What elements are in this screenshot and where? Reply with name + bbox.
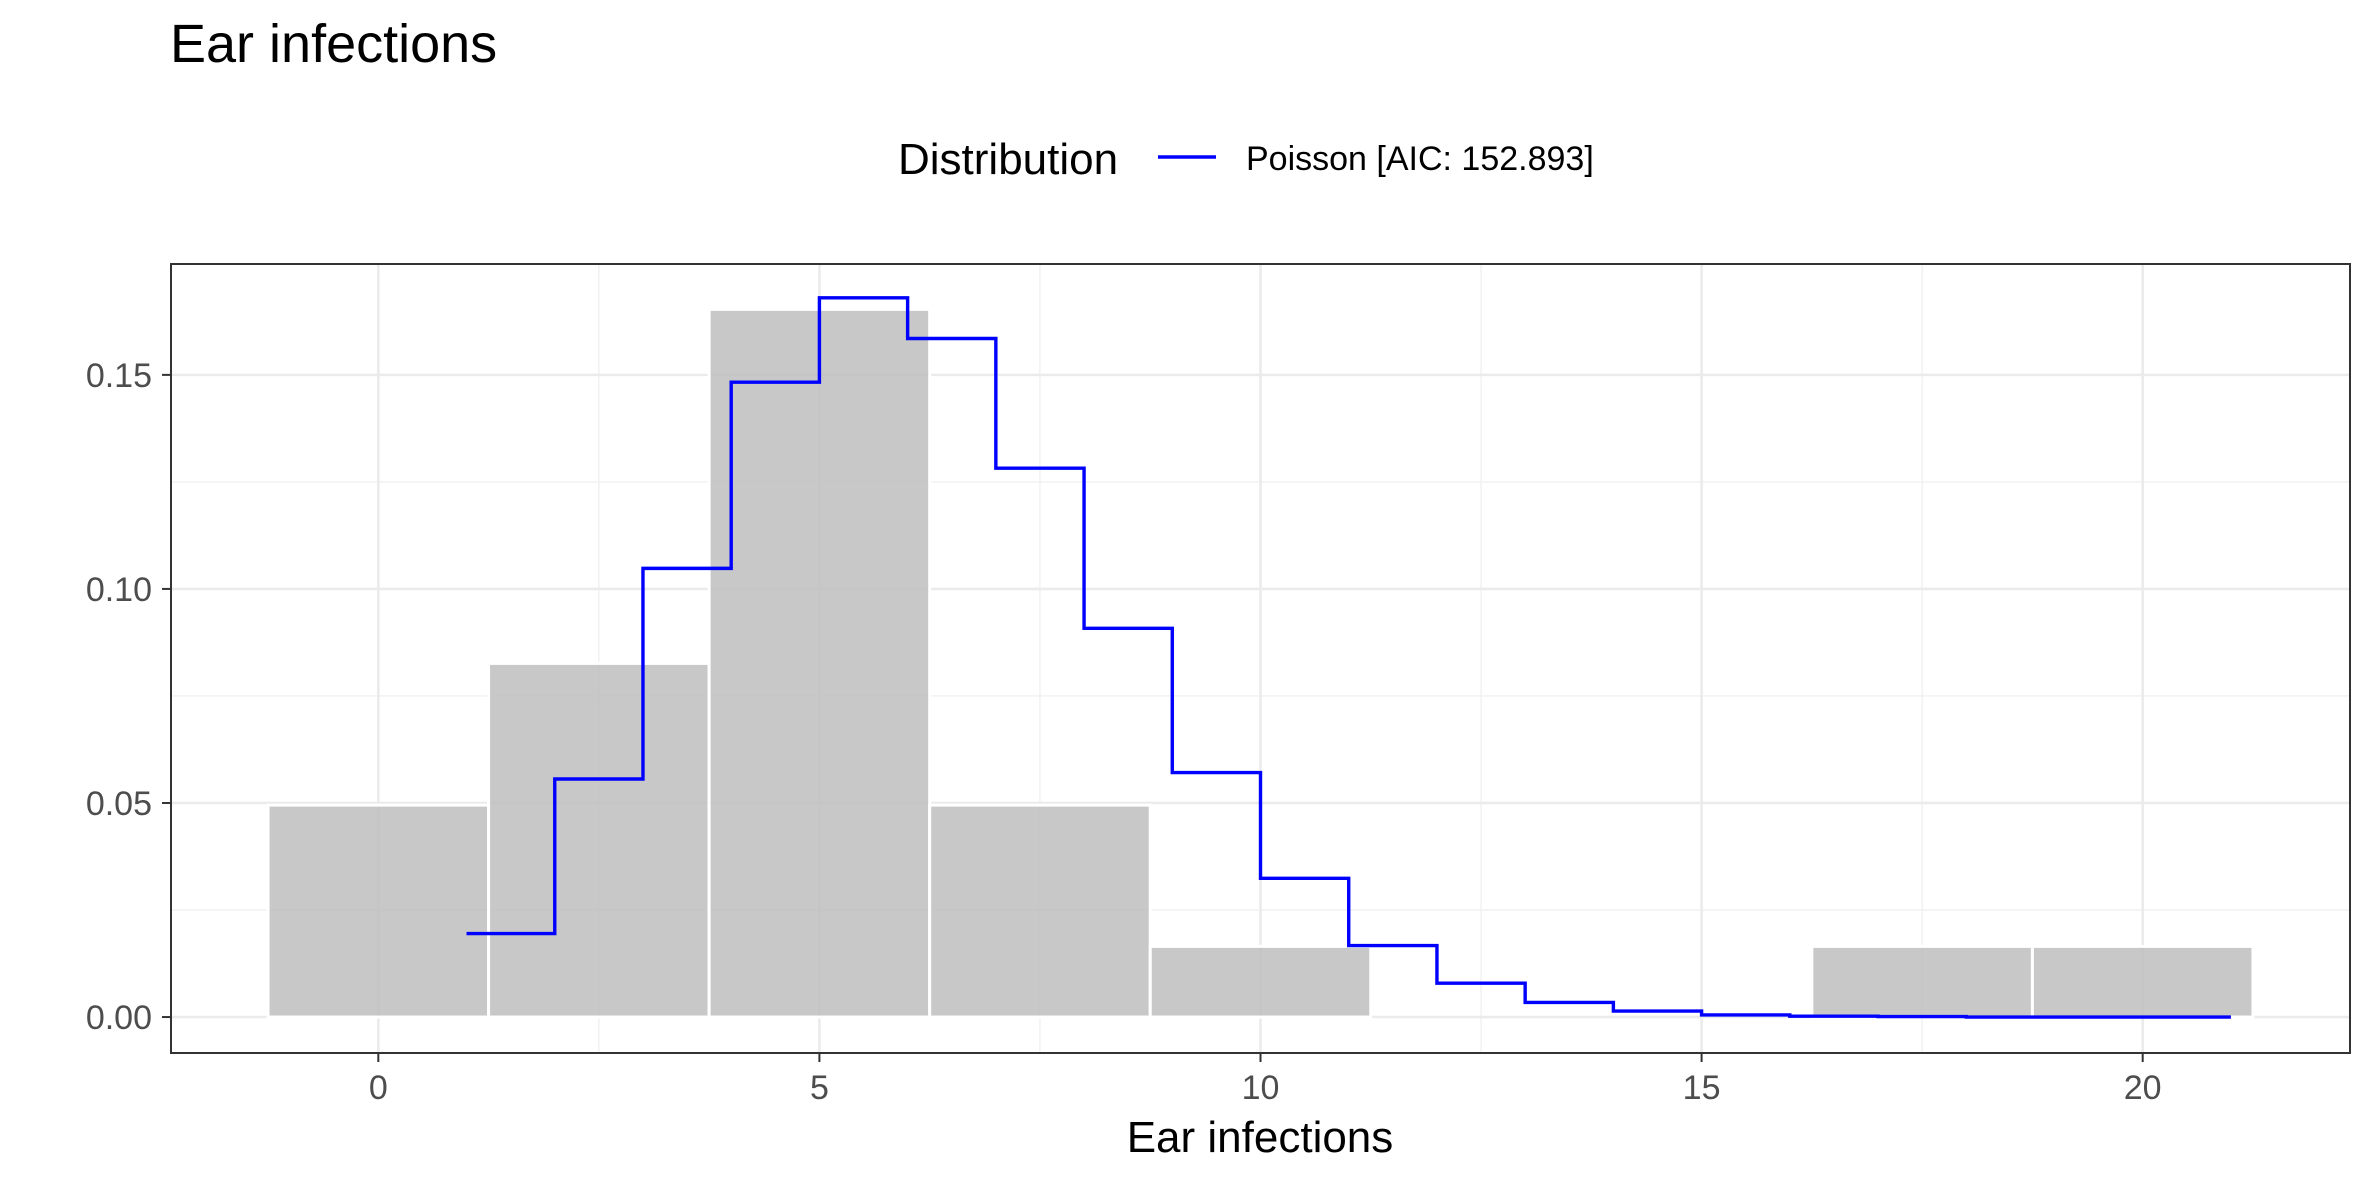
x-tick-label: 0 bbox=[369, 1069, 388, 1107]
histogram-bar-4 bbox=[1148, 944, 1373, 1019]
legend: Distribution Poisson [AIC: 152.893] bbox=[898, 135, 1594, 184]
y-tick-label: 0.05 bbox=[86, 785, 152, 823]
histogram-bar-3 bbox=[928, 803, 1152, 1019]
poisson-step-line bbox=[466, 296, 2231, 1019]
x-tick-label: 15 bbox=[1683, 1069, 1721, 1107]
y-tick-label: 0.15 bbox=[86, 357, 152, 395]
x-tick-label: 20 bbox=[2124, 1069, 2162, 1107]
histogram-bar-0 bbox=[266, 803, 491, 1019]
histogram-bar-8 bbox=[2030, 944, 2255, 1019]
legend-label-poisson: Poisson [AIC: 152.893] bbox=[1246, 140, 1594, 178]
y-tick-label: 0.00 bbox=[86, 999, 152, 1037]
y-axis: 0.00 0.05 0.10 0.15 bbox=[86, 357, 171, 1037]
chart-title: Ear infections bbox=[170, 14, 497, 74]
histogram-bar-2 bbox=[707, 307, 932, 1019]
legend-title: Distribution bbox=[898, 135, 1118, 184]
x-axis: 0 5 10 15 20 bbox=[369, 1053, 2162, 1107]
histogram-bars bbox=[266, 307, 2255, 1019]
x-axis-title: Ear infections bbox=[1127, 1113, 1394, 1162]
x-tick-label: 10 bbox=[1242, 1069, 1280, 1107]
x-tick-label: 5 bbox=[810, 1069, 829, 1107]
histogram-bar-1 bbox=[487, 661, 711, 1019]
histogram-bar-7 bbox=[1810, 944, 2034, 1019]
y-tick-label: 0.10 bbox=[86, 571, 152, 609]
